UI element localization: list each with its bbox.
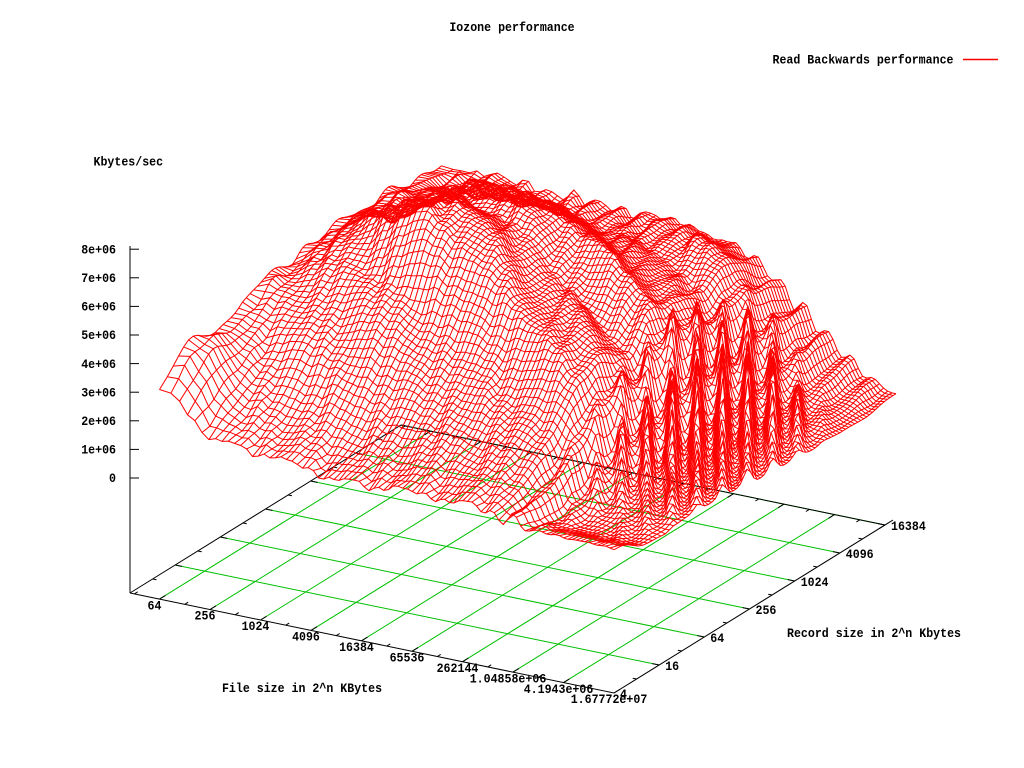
svg-text:4096: 4096 (846, 547, 874, 562)
svg-text:64: 64 (710, 631, 724, 646)
svg-text:256: 256 (756, 603, 777, 618)
svg-text:1024: 1024 (801, 575, 829, 590)
svg-text:0: 0 (109, 471, 116, 486)
svg-text:1e+06: 1e+06 (81, 443, 116, 458)
svg-text:4e+06: 4e+06 (81, 357, 116, 372)
svg-text:1024: 1024 (242, 619, 270, 634)
svg-text:Iozone performance: Iozone performance (449, 20, 574, 35)
svg-text:7e+06: 7e+06 (81, 271, 116, 286)
svg-text:16: 16 (665, 659, 679, 674)
svg-text:4096: 4096 (292, 630, 320, 645)
svg-text:Kbytes/sec: Kbytes/sec (94, 155, 164, 170)
svg-text:Record size in 2^n Kbytes: Record size in 2^n Kbytes (787, 626, 961, 641)
svg-text:262144: 262144 (437, 661, 479, 676)
svg-text:4.1943e+06: 4.1943e+06 (524, 682, 594, 697)
svg-text:4: 4 (620, 687, 627, 702)
svg-text:3e+06: 3e+06 (81, 385, 116, 400)
svg-text:File size in 2^n KBytes: File size in 2^n KBytes (222, 681, 382, 696)
svg-text:5e+06: 5e+06 (81, 328, 116, 343)
svg-text:64: 64 (148, 598, 162, 613)
svg-text:6e+06: 6e+06 (81, 300, 116, 315)
svg-text:65536: 65536 (390, 651, 425, 666)
svg-text:16384: 16384 (339, 640, 374, 655)
svg-text:1.04858e+06: 1.04858e+06 (470, 671, 547, 686)
svg-text:16384: 16384 (891, 519, 926, 534)
svg-text:1.67772e+07: 1.67772e+07 (571, 692, 648, 707)
svg-text:2e+06: 2e+06 (81, 414, 116, 429)
svg-text:Read Backwards performance: Read Backwards performance (773, 53, 954, 68)
svg-text:256: 256 (195, 609, 216, 624)
svg-text:8e+06: 8e+06 (81, 242, 116, 257)
